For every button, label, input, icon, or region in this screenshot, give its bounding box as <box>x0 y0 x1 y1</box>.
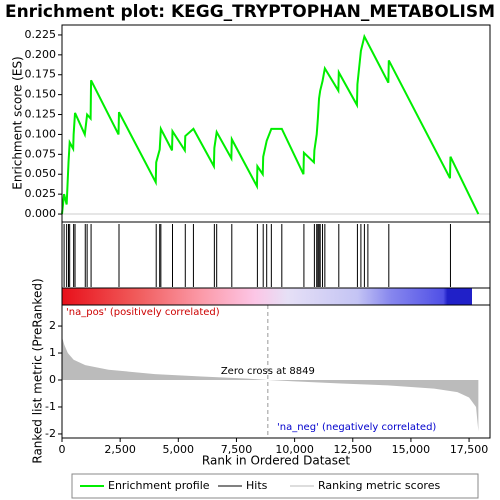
y-axis-label: Ranked list metric (PreRanked) <box>31 278 45 463</box>
y-tick-label: 0.000 <box>25 207 57 220</box>
legend-box <box>71 473 479 499</box>
y-tick-label: 0.025 <box>25 187 57 200</box>
legend-label: Hits <box>246 479 268 492</box>
y-tick-label: 1 <box>49 346 56 359</box>
x-tick-label: 5,000 <box>163 443 195 456</box>
y-tick-label: 0.100 <box>25 127 57 140</box>
y-tick-label: 0.225 <box>25 28 57 41</box>
x-axis-label: Rank in Ordered Dataset <box>202 454 350 468</box>
y-tick-label: -1 <box>45 400 56 413</box>
y-tick-label: 0.125 <box>25 108 57 121</box>
annotation: Zero cross at 8849 <box>221 366 315 377</box>
panel-frame <box>61 304 491 439</box>
annotation: 'na_neg' (negatively correlated) <box>277 422 436 433</box>
panel-frame <box>61 24 491 223</box>
es-line <box>61 33 480 215</box>
x-tick-label: 12,500 <box>334 443 373 456</box>
metric-area <box>62 336 479 432</box>
y-tick-label: 2 <box>49 319 56 332</box>
legend-label: Ranking metric scores <box>318 479 440 492</box>
x-tick-label: 2,500 <box>104 443 136 456</box>
chart-title: Enrichment plot: KEGG_TRYPTOPHAN_METABOL… <box>5 2 495 22</box>
y-axis-label: Enrichment score (ES) <box>11 56 25 189</box>
y-tick-label: 0.075 <box>25 147 57 160</box>
x-tick-label: 7,500 <box>221 443 253 456</box>
y-tick-label: 0 <box>49 373 56 386</box>
x-tick-label: 10,000 <box>275 443 314 456</box>
x-tick-label: 15,000 <box>392 443 431 456</box>
x-tick-label: 17,500 <box>450 443 489 456</box>
color-bar <box>62 288 472 305</box>
y-tick-label: -2 <box>45 427 56 440</box>
y-tick-label: 0.200 <box>25 48 57 61</box>
y-tick-label: 0.050 <box>25 167 57 180</box>
legend-label: Enrichment profile <box>108 479 210 492</box>
x-tick-label: 0 <box>59 443 66 456</box>
annotation: 'na_pos' (positively correlated) <box>66 307 220 318</box>
y-tick-label: 0.175 <box>25 68 57 81</box>
y-tick-label: 0.150 <box>25 88 57 101</box>
